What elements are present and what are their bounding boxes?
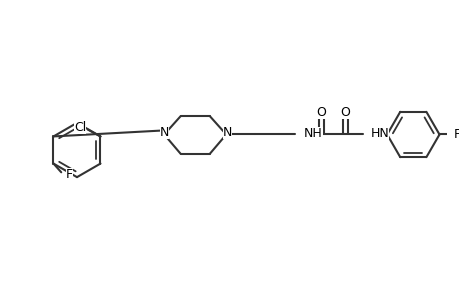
Text: Cl: Cl [74,121,86,134]
Text: NH: NH [303,127,322,140]
Text: F: F [66,168,73,181]
Text: N: N [222,126,231,139]
Text: O: O [340,106,350,119]
Text: HN: HN [370,127,389,140]
Text: O: O [316,106,325,119]
Text: F: F [453,128,459,141]
Text: N: N [159,126,168,139]
